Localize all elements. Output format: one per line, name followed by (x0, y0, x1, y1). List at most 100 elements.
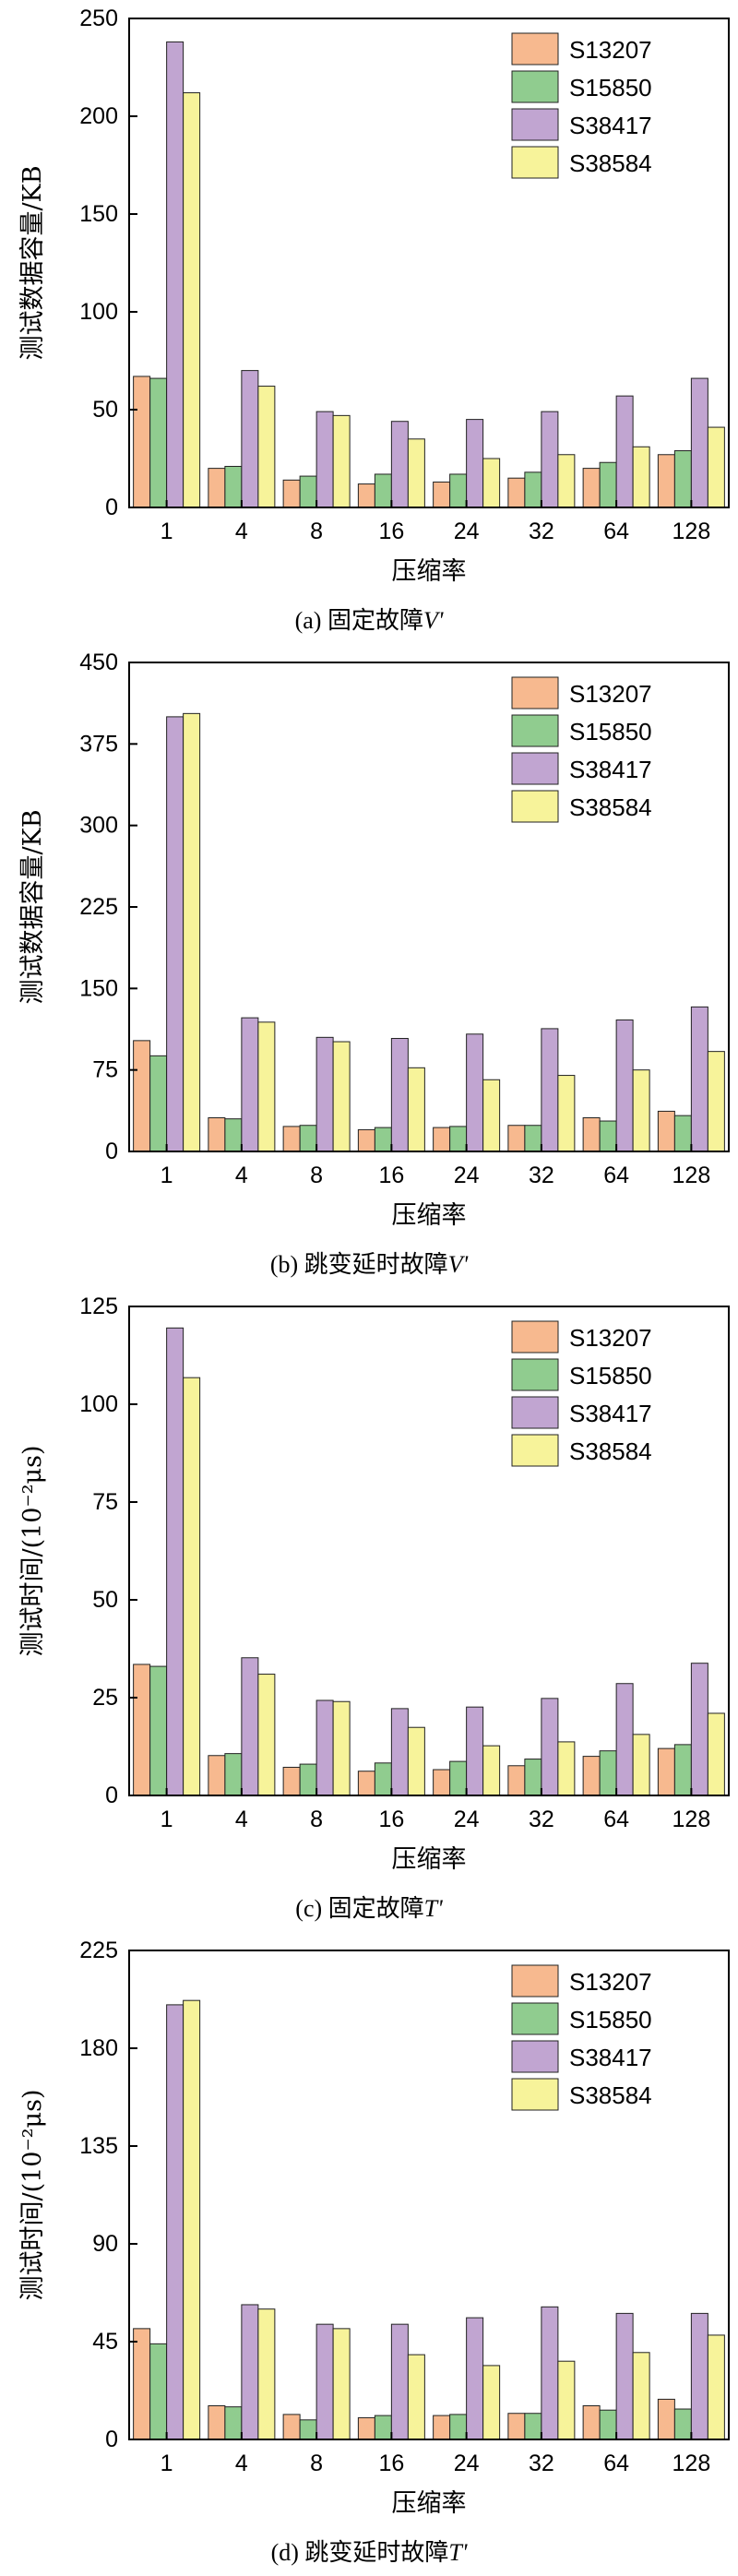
bar-S38584-64 (632, 446, 650, 508)
x-tick-label: 1 (161, 2451, 173, 2476)
x-tick-label: 64 (603, 2451, 629, 2476)
bar-S38417-24 (466, 1033, 484, 1152)
bar-S38584-64 (632, 1069, 650, 1152)
bar-chart-d: 0 45 90 135 180 225 1 4 8 16 24 32 64 128 压缩率 测试时间/(10⁻… (18, 1938, 730, 2518)
x-tick-label: 4 (235, 2451, 248, 2476)
bar-S38584-24 (482, 2365, 501, 2440)
bar-S15850-16 (374, 1127, 392, 1152)
x-tick-label: 8 (310, 1163, 323, 1188)
x-tick-label: 128 (673, 2451, 711, 2476)
bar-S38584-16 (407, 438, 425, 508)
bar-S38417-24 (466, 2317, 484, 2440)
bar-S13207-4 (208, 468, 226, 508)
bar-S13207-32 (507, 1765, 526, 1796)
y-tick-label: 180 (79, 2035, 118, 2061)
bar-S38584-128 (707, 1712, 725, 1796)
bar-S38584-32 (557, 454, 576, 508)
bar-S15850-4 (224, 2406, 243, 2440)
bar-S13207-32 (507, 477, 526, 508)
bar-S15850-128 (673, 450, 692, 508)
bar-S38584-24 (482, 1745, 501, 1796)
y-tick-label: 0 (105, 1783, 118, 1808)
bar-S13207-1 (133, 1040, 151, 1152)
x-tick-label: 16 (378, 1163, 404, 1188)
bar-S38417-1 (166, 2004, 184, 2440)
y-tick-label: 50 (92, 397, 118, 423)
legend-swatch-S38417 (511, 1396, 559, 1429)
bar-S15850-24 (449, 1126, 468, 1152)
x-tick-label: 128 (673, 1807, 711, 1832)
y-tick-label: 375 (79, 731, 118, 757)
legend-label-S13207: S13207 (569, 680, 652, 708)
bar-S38584-1 (183, 1377, 201, 1796)
bar-S13207-128 (657, 454, 675, 508)
bar-S38584-128 (707, 426, 725, 508)
bar-S15850-64 (599, 1120, 617, 1152)
legend-label-S38584: S38584 (569, 2081, 652, 2109)
bar-S13207-24 (433, 1127, 451, 1152)
legend-label-S38584: S38584 (569, 793, 652, 821)
x-tick-label: 1 (161, 1163, 173, 1188)
bar-S38417-16 (390, 2323, 409, 2440)
bar-S15850-8 (299, 1763, 317, 1796)
bar-S38584-8 (332, 1041, 351, 1152)
bar-S15850-4 (224, 465, 243, 508)
bar-S15850-4 (224, 1118, 243, 1152)
y-tick-label: 100 (79, 1391, 118, 1417)
bar-S38417-64 (615, 395, 634, 508)
bar-S13207-128 (657, 1110, 675, 1152)
plot-frame (128, 1950, 730, 2440)
caption-a-variable: V' (423, 607, 444, 634)
bar-S15850-1 (149, 1665, 168, 1796)
bar-S38417-4 (241, 370, 259, 508)
legend-label-S13207: S13207 (569, 1324, 652, 1352)
bar-S15850-128 (673, 1115, 692, 1152)
bar-S13207-16 (357, 483, 375, 508)
bar-S15850-24 (449, 1760, 468, 1796)
bar-S15850-128 (673, 1744, 692, 1796)
bar-S13207-32 (507, 1125, 526, 1152)
x-tick-label: 24 (454, 1163, 480, 1188)
bar-S38584-8 (332, 414, 351, 508)
caption-c-prefix: (c) 固定故障 (295, 1895, 424, 1922)
bar-S38417-32 (541, 2306, 559, 2440)
caption-b: (b) 跳变延时故障V' (0, 1246, 738, 1280)
bar-S15850-32 (524, 2413, 542, 2440)
y-tick-label: 200 (79, 103, 118, 129)
x-tick-label: 32 (529, 2451, 554, 2476)
legend-label-S38417: S38417 (569, 756, 652, 783)
bar-S38417-24 (466, 419, 484, 508)
legend-swatch-S38584 (511, 2078, 559, 2111)
bar-S15850-32 (524, 1759, 542, 1796)
legend-swatch-S15850 (511, 70, 559, 103)
chart-panel-a: 0 50 100 150 200 250 1 4 8 16 24 32 64 128 压缩率 测试数据容量/K… (0, 0, 738, 644)
x-tick-label: 8 (310, 2451, 323, 2476)
bar-S15850-8 (299, 475, 317, 508)
x-tick-label: 16 (378, 2451, 404, 2476)
caption-c: (c) 固定故障T' (0, 1890, 738, 1924)
caption-d: (d) 跳变延时故障T' (0, 2534, 738, 2568)
x-axis-label: 压缩率 (392, 557, 467, 586)
y-tick-label: 50 (92, 1587, 118, 1613)
y-tick-label: 150 (79, 975, 118, 1001)
bar-S13207-128 (657, 2398, 675, 2440)
legend-swatch-S38417 (511, 108, 559, 141)
legend-label-S15850: S15850 (569, 718, 652, 745)
bar-S15850-64 (599, 2409, 617, 2440)
bar-S13207-64 (582, 1756, 601, 1796)
legend-swatch-S38417 (511, 752, 559, 785)
bar-S38584-64 (632, 2352, 650, 2440)
caption-b-variable: V' (447, 1251, 469, 1278)
x-tick-label: 1 (161, 519, 173, 544)
bar-S38584-4 (257, 1674, 276, 1796)
y-axis-label: 测试时间/(10⁻²μs) (18, 2090, 47, 2301)
x-tick-label: 1 (161, 1807, 173, 1832)
bar-chart-c: 0 25 50 75 100 125 1 4 8 16 24 32 64 128 压缩率 测试时间/(10⁻²… (18, 1294, 730, 1874)
legend-label-S38417: S38417 (569, 1400, 652, 1427)
bar-S38417-24 (466, 1706, 484, 1796)
bar-S13207-128 (657, 1747, 675, 1796)
bar-S38417-4 (241, 2304, 259, 2440)
y-axis-label: 测试数据容量/KB (18, 809, 47, 1004)
bar-S38584-16 (407, 1067, 425, 1152)
x-tick-label: 32 (529, 519, 554, 544)
